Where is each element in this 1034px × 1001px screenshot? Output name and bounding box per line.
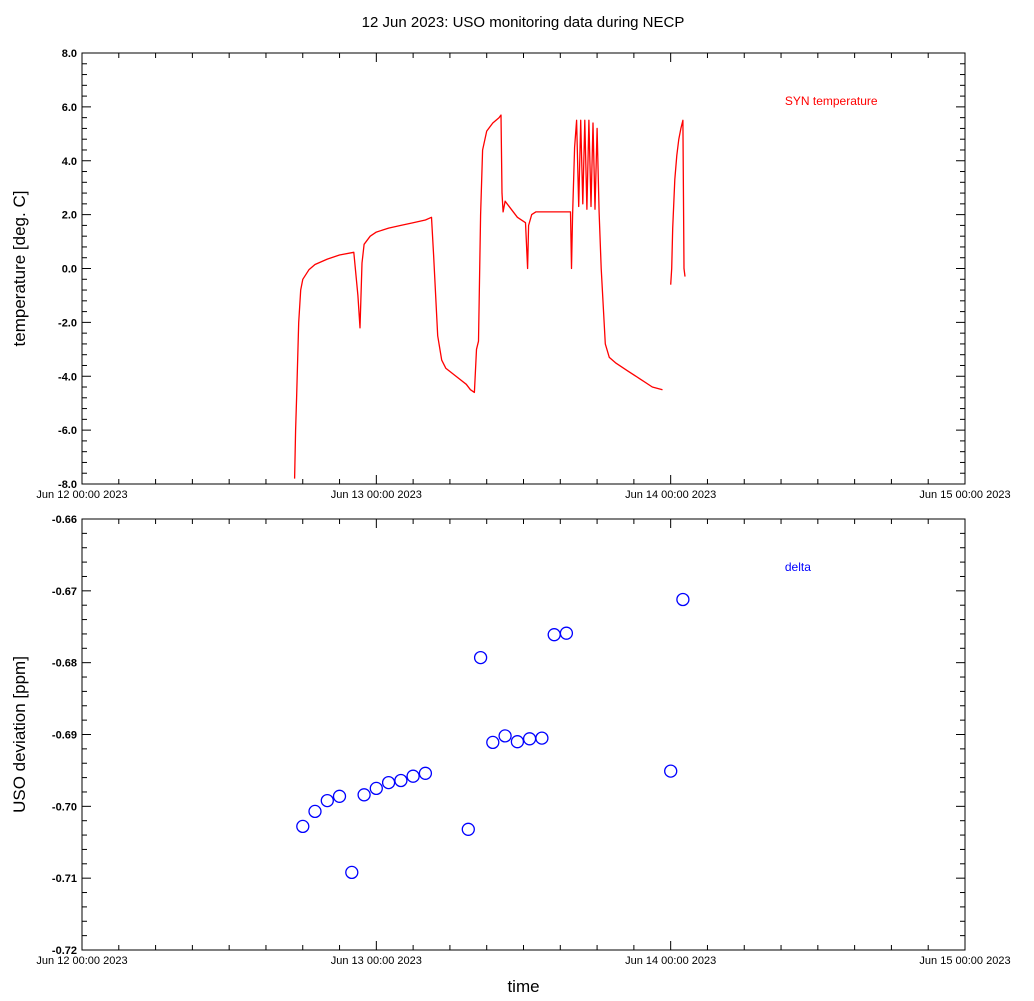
delta-data-point: [522, 732, 537, 746]
uso-deviation-plot-frame: [81, 518, 966, 951]
delta-data-point: [461, 822, 475, 836]
temperature-x-tick-label: Jun 15 00:00 2023: [919, 489, 1010, 501]
delta-data-point: [320, 793, 334, 808]
uso-deviation-x-tick-label: Jun 15 00:00 2023: [919, 955, 1010, 967]
delta-data-point: [296, 819, 310, 834]
uso-deviation-y-tick-label: -0.66: [52, 514, 77, 526]
syn-temperature-series-line: [670, 119, 686, 285]
delta-data-point: [510, 735, 525, 749]
uso-deviation-y-tick-label: -0.71: [52, 873, 77, 885]
delta-data-point: [547, 628, 561, 642]
temperature-y-tick-label: -4.0: [58, 371, 77, 383]
delta-data-point: [345, 865, 359, 880]
temperature-y-axis-label: temperature [deg. C]: [10, 191, 29, 347]
temperature-y-tick-label: -2.0: [58, 317, 77, 329]
delta-data-point: [676, 592, 690, 607]
temperature-y-tick-label: -6.0: [58, 425, 77, 437]
temperature-x-tick-label: Jun 13 00:00 2023: [331, 489, 422, 501]
delta-data-point: [418, 766, 433, 780]
temperature-x-tick-label: Jun 12 00:00 2023: [36, 489, 127, 501]
syn-temperature-series-line: [293, 114, 663, 479]
delta-data-point: [394, 773, 408, 788]
temperature-plot: Jun 12 00:00 2023 Jun 13 00:00 2023 Jun 14…: [10, 48, 1011, 501]
delta-data-point: [308, 804, 322, 819]
temperature-legend-label: SYN temperature: [785, 94, 878, 108]
temperature-y-tick-label: -8.0: [58, 479, 77, 491]
uso-deviation-y-axis-label: USO deviation [ppm]: [10, 656, 29, 813]
uso-deviation-y-tick-label: -0.67: [52, 586, 77, 598]
delta-data-point: [406, 769, 420, 783]
temperature-y-tick-label: 4.0: [62, 156, 77, 168]
delta-data-point: [473, 650, 488, 665]
uso-deviation-y-tick-label: -0.70: [52, 801, 77, 813]
delta-data-point: [381, 775, 396, 790]
delta-data-point: [498, 729, 512, 743]
uso-deviation-x-tick-label: Jun 12 00:00 2023: [36, 955, 127, 967]
uso-deviation-y-tick-label: -0.69: [52, 730, 77, 742]
uso-deviation-x-tick-label: Jun 14 00:00 2023: [625, 955, 716, 967]
delta-data-point: [332, 789, 347, 803]
temperature-y-tick-label: 0.0: [62, 264, 77, 276]
uso-deviation-plot: Jun 12 00:00 2023 Jun 13 00:00 2023 Jun 14…: [10, 514, 1011, 996]
delta-data-point: [357, 788, 371, 802]
uso-deviation-x-axis-label: time: [507, 977, 539, 996]
temperature-y-tick-label: 2.0: [62, 210, 77, 222]
delta-data-point: [559, 626, 574, 640]
uso-deviation-legend-label: delta: [785, 560, 811, 574]
delta-data-point: [535, 731, 549, 745]
temperature-x-tick-label: Jun 14 00:00 2023: [625, 489, 716, 501]
temperature-y-tick-label: 8.0: [62, 48, 77, 60]
delta-data-point: [369, 781, 383, 796]
temperature-y-tick-label: 6.0: [62, 102, 77, 114]
uso-deviation-x-tick-label: Jun 13 00:00 2023: [331, 955, 422, 967]
uso-deviation-y-tick-label: -0.72: [52, 945, 77, 957]
delta-data-point: [664, 764, 678, 778]
temperature-plot-frame: [81, 52, 966, 485]
figure-title: 12 Jun 2023: USO monitoring data during …: [362, 14, 685, 31]
delta-data-point: [486, 735, 500, 750]
uso-deviation-y-tick-label: -0.68: [52, 658, 77, 670]
